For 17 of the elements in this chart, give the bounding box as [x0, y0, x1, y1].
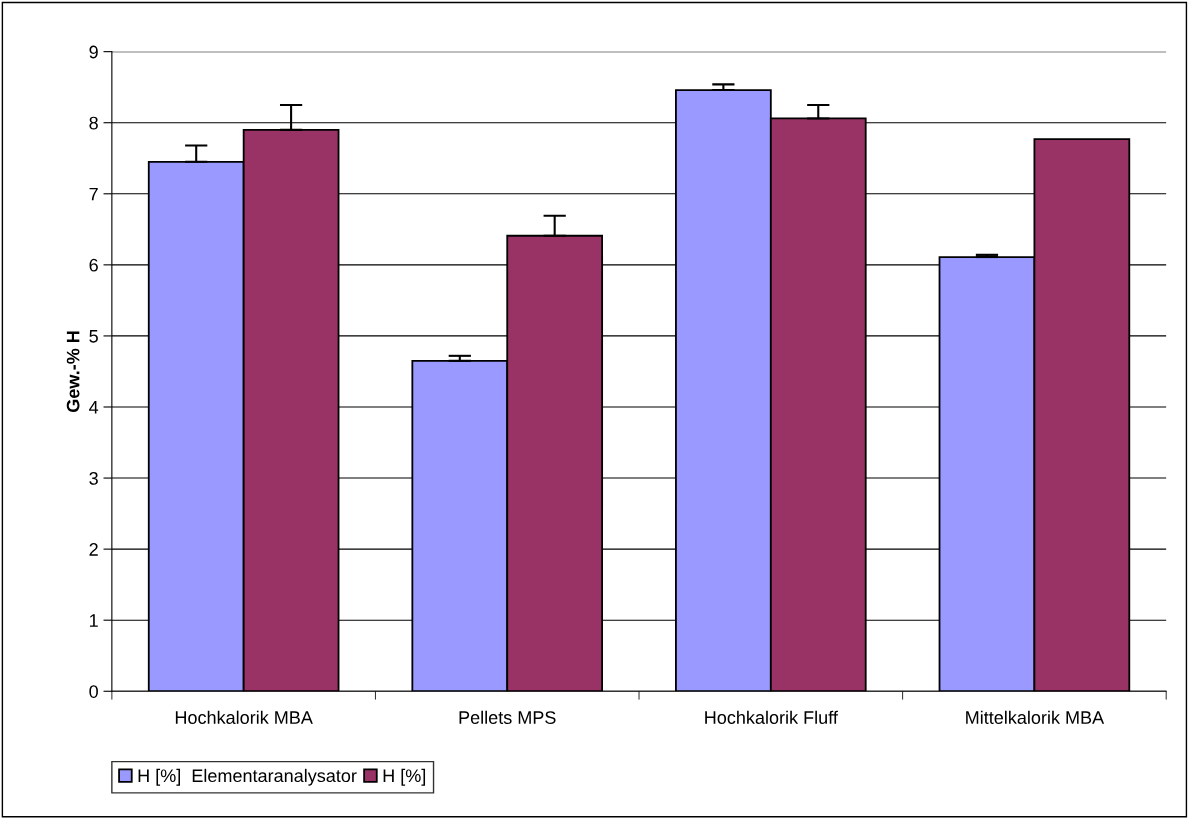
y-tick-label: 0 — [89, 685, 98, 698]
y-tick-label: 2 — [89, 543, 98, 556]
y-axis-title: Gew.-% H — [66, 331, 80, 413]
y-tick-label: 9 — [89, 45, 98, 59]
legend-label: H [%] — [383, 768, 426, 786]
y-tick-label: 5 — [89, 330, 98, 343]
x-tick-label: Pellets MPS — [459, 710, 556, 724]
y-tick-label: 6 — [89, 258, 98, 272]
y-tick-label: 8 — [89, 116, 98, 130]
x-tick-label: Mittelkalorik MBA — [966, 710, 1105, 724]
y-tick-label: 7 — [89, 187, 98, 201]
y-tick-label: 4 — [89, 401, 99, 414]
legend-label: H [%] Elementaranalysator — [138, 768, 357, 786]
x-tick-label: Hochkalorik Fluff — [705, 710, 838, 724]
x-tick-label: Hochkalorik MBA — [175, 710, 313, 724]
y-tick-label: 1 — [90, 614, 98, 627]
y-tick-label: 3 — [89, 471, 98, 485]
